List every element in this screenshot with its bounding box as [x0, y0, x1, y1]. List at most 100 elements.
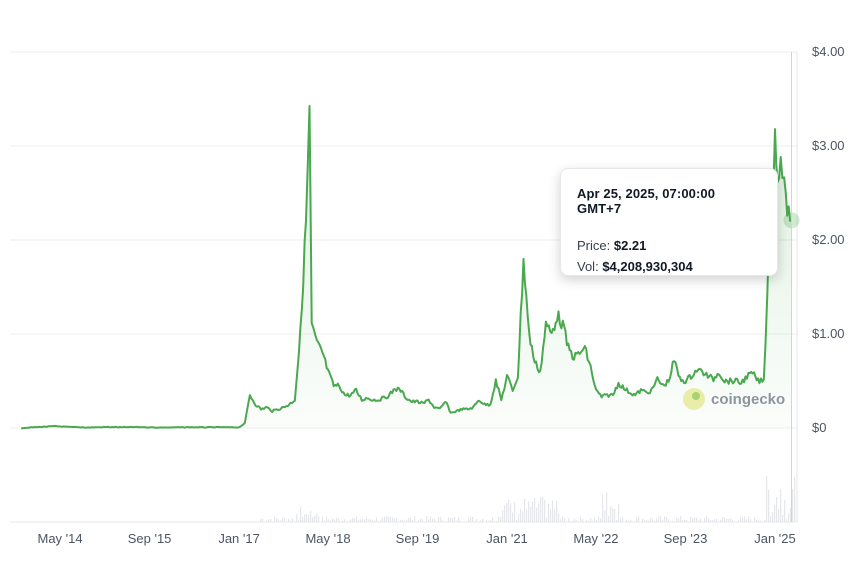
volume-bar [350, 519, 352, 522]
volume-bar [364, 519, 366, 522]
volume-bar [772, 512, 774, 522]
price-area [21, 106, 792, 429]
tooltip-date: Apr 25, 2025, 07:00:00 GMT+7 [577, 186, 716, 216]
volume-bar [366, 516, 368, 522]
volume-bar [774, 505, 776, 522]
volume-bar [332, 518, 334, 522]
tooltip-volume: Vol: $4,208,930,304 [577, 259, 761, 274]
volume-bar [352, 517, 354, 522]
volume-bar [528, 501, 530, 522]
volume-bar [316, 513, 318, 522]
x-tick-label: Jan '21 [486, 531, 528, 546]
volume-bar [278, 519, 280, 522]
volume-bar [458, 517, 460, 522]
volume-bar [518, 514, 520, 522]
price-tooltip: Apr 25, 2025, 07:00:00 GMT+7 Price: $2.2… [560, 168, 778, 276]
volume-bar [456, 520, 458, 522]
volume-bar [608, 516, 610, 522]
volume-bar [698, 520, 700, 522]
x-tick-label: Sep '15 [128, 531, 172, 546]
volume-bar [288, 519, 290, 522]
volume-bar [646, 519, 648, 522]
volume-bar [778, 508, 780, 522]
volume-bar [602, 494, 604, 522]
volume-bar [618, 503, 620, 522]
volume-bar [448, 517, 450, 522]
volume-bar [342, 520, 344, 522]
volume-bar [402, 519, 404, 522]
volume-bar [360, 519, 362, 522]
volume-bar [682, 520, 684, 522]
volume-bar [488, 520, 490, 522]
volume-bar [572, 520, 574, 522]
volume-bar [410, 517, 412, 522]
volume-bar [620, 518, 622, 522]
volume-bar [372, 520, 374, 522]
x-tick-label: May '14 [38, 531, 83, 546]
volume-bar [696, 517, 698, 522]
volume-bar [460, 520, 462, 522]
volume-bar [530, 507, 532, 522]
volume-bar [580, 516, 582, 522]
tooltip-vol-label: Vol: [577, 259, 599, 274]
volume-bars [260, 475, 798, 522]
volume-bar [560, 519, 562, 522]
volume-bar [570, 520, 572, 522]
volume-bar [292, 517, 294, 522]
volume-bar [298, 520, 300, 522]
volume-bar [568, 517, 570, 522]
volume-bar [482, 519, 484, 522]
volume-bar [412, 520, 414, 522]
volume-bar [636, 517, 638, 522]
x-tick-label: Jan '17 [218, 531, 260, 546]
volume-bar [420, 518, 422, 522]
volume-bar [792, 489, 794, 522]
volume-bar [516, 519, 518, 522]
volume-bar [318, 516, 320, 522]
volume-bar [442, 520, 444, 522]
tooltip-price-label: Price: [577, 238, 611, 253]
volume-bar [374, 520, 376, 522]
volume-bar [764, 519, 766, 522]
volume-bar [676, 517, 678, 522]
volume-bar [544, 499, 546, 522]
volume-bar [268, 519, 270, 522]
volume-bar [506, 503, 508, 522]
volume-bar [480, 520, 482, 522]
volume-bar [720, 519, 722, 522]
gecko-logo-icon [683, 388, 705, 410]
volume-bar [672, 520, 674, 522]
volume-bar [344, 519, 346, 522]
volume-bar [790, 507, 792, 522]
volume-bar [614, 509, 616, 522]
volume-bar [594, 517, 596, 522]
volume-bar [744, 516, 746, 522]
volume-bar [690, 516, 692, 522]
y-tick-label: $2.00 [812, 232, 845, 247]
volume-bar [630, 519, 632, 522]
volume-bar [274, 516, 276, 522]
volume-bar [260, 519, 262, 522]
volume-bar [664, 516, 666, 522]
volume-bar [422, 519, 424, 522]
volume-bar [358, 520, 360, 522]
volume-bar [770, 516, 772, 522]
volume-bar [382, 517, 384, 522]
volume-bar [574, 518, 576, 522]
volume-bar [434, 519, 436, 522]
volume-bar [590, 518, 592, 522]
volume-bar [794, 476, 796, 522]
volume-bar [658, 516, 660, 522]
volume-bar [440, 516, 442, 522]
volume-bar [392, 517, 394, 522]
volume-bar [390, 516, 392, 522]
volume-bar [388, 516, 390, 522]
volume-bar [786, 519, 788, 522]
volume-bar [322, 516, 324, 522]
volume-bar [354, 518, 356, 522]
volume-bar [326, 516, 328, 522]
volume-bar [542, 496, 544, 522]
volume-bar [270, 518, 272, 522]
volume-bar [692, 518, 694, 522]
